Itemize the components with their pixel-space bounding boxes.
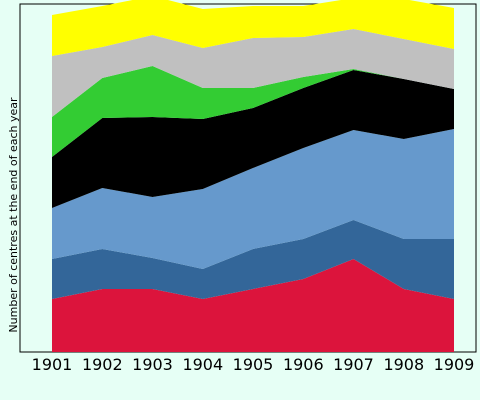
- area-series-6: [52, 29, 454, 117]
- x-tick-label: 1908: [383, 355, 424, 374]
- x-tick-label: 1901: [32, 355, 73, 374]
- area-series-group: [52, 0, 454, 352]
- x-tick-label: 1905: [233, 355, 274, 374]
- y-axis-label: Number of centres at the end of each yea…: [7, 97, 20, 333]
- area-series-7: [52, 0, 454, 56]
- x-tick-label: 1907: [333, 355, 374, 374]
- area-series-3: [52, 129, 454, 269]
- area-series-5: [52, 66, 454, 157]
- x-tick-label: 1909: [434, 355, 475, 374]
- area-series-2: [52, 220, 454, 299]
- area-series-4: [52, 70, 454, 208]
- x-tick-label: 1902: [82, 355, 123, 374]
- area-series-1: [52, 259, 454, 352]
- x-axis-ticks: 1901 1902 1903 1904 1905 1906 1907 1908 1909: [32, 355, 475, 374]
- x-tick-label: 1903: [132, 355, 173, 374]
- x-tick-label: 1906: [283, 355, 324, 374]
- x-tick-label: 1904: [182, 355, 223, 374]
